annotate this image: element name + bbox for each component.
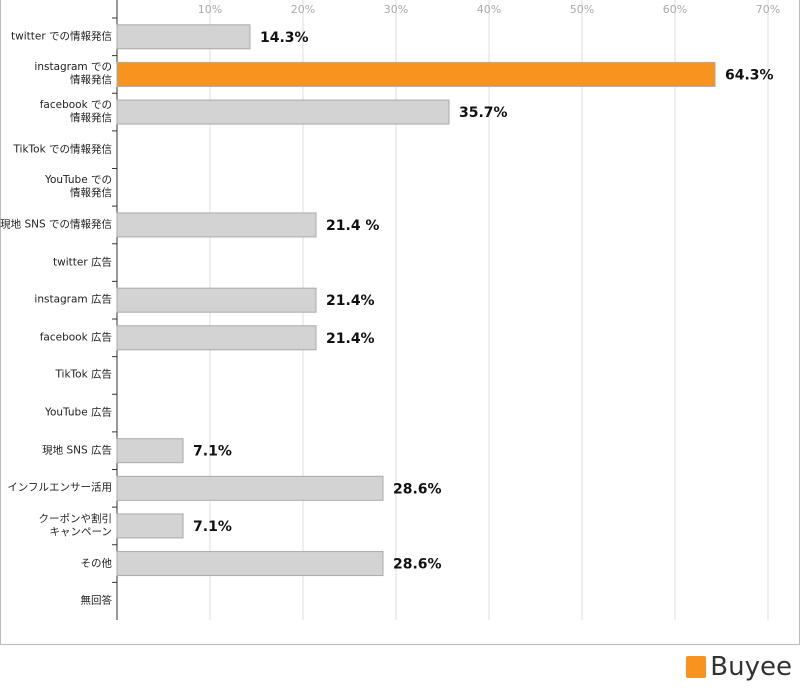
x-tick-label: 50% (570, 3, 594, 16)
category-label: TikTok 広告 (55, 368, 112, 381)
value-label: 35.7% (459, 105, 508, 121)
category-label: 現地 SNS での情報発信 (0, 218, 112, 231)
brand-text: Buyee (710, 652, 792, 682)
category-label: twitter 広告 (53, 256, 112, 269)
bar (116, 287, 317, 313)
bar (116, 212, 317, 238)
bar (116, 61, 716, 87)
value-label: 64.3% (725, 67, 774, 83)
category-label: 無回答 (80, 594, 113, 607)
category-label: twitter での情報発信 (11, 30, 112, 43)
category-label: instagram 広告 (34, 293, 112, 306)
bar (116, 551, 384, 577)
brand-logo (686, 656, 707, 678)
category-label: instagram での 情報発信 (34, 61, 112, 87)
category-label: その他 (80, 557, 113, 570)
x-tick-label: 20% (291, 3, 315, 16)
value-label: 21.4% (326, 331, 375, 347)
x-tick-label: 10% (198, 3, 222, 16)
value-label: 7.1% (193, 519, 232, 535)
value-label: 14.3% (260, 30, 309, 46)
category-label: インフルエンサー活用 (7, 481, 112, 494)
category-label: YouTube 広告 (44, 406, 112, 419)
brand: Buyee (686, 652, 792, 682)
category-label: facebook 広告 (39, 331, 112, 344)
category-label: クーポンや割引 キャンペーン (38, 512, 113, 538)
value-label: 28.6% (393, 481, 442, 497)
bar (116, 325, 317, 351)
category-label: TikTok での情報発信 (13, 143, 112, 156)
value-label: 21.4% (326, 293, 375, 309)
bar (116, 513, 184, 539)
category-label: 現地 SNS 広告 (42, 444, 112, 457)
chart: 10% 20% 30% 40% 50% 60% 70% 14.3% 64.3% 35.7% 21.4… (112, 0, 780, 620)
bar (116, 438, 184, 464)
x-tick-label: 30% (384, 3, 408, 16)
x-tick-label: 60% (663, 3, 687, 16)
value-label: 28.6% (393, 557, 442, 573)
bar (116, 99, 450, 125)
value-label: 7.1% (193, 444, 232, 460)
value-label: 21.4 % (326, 218, 379, 234)
x-tick-label: 40% (477, 3, 501, 16)
x-tick-label: 70% (756, 3, 780, 16)
bar (116, 475, 384, 501)
category-label: YouTube での 情報発信 (44, 174, 112, 200)
bar (116, 24, 251, 50)
category-label: facebook での 情報発信 (39, 99, 112, 125)
